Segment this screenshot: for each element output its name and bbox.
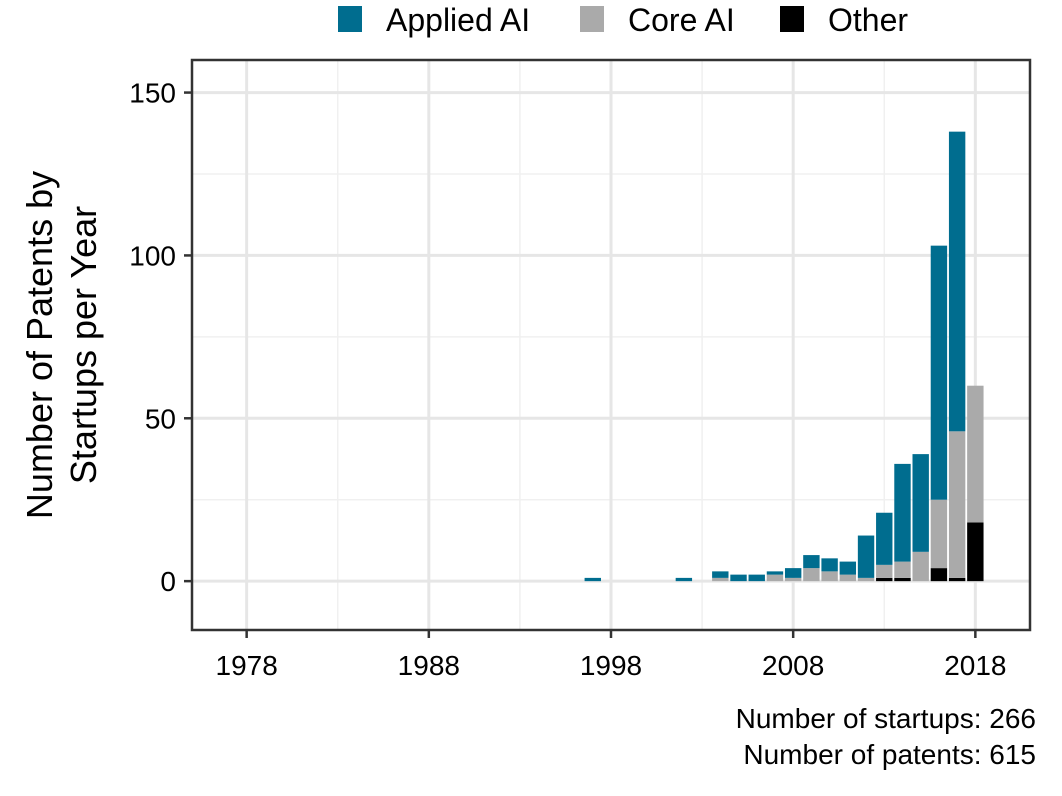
bar-applied-ai-2004 [712, 571, 728, 578]
legend-label-core-ai: Core AI [628, 2, 735, 38]
bar-core-ai-2010 [821, 571, 837, 581]
bar-core-ai-2004 [712, 578, 728, 581]
legend-label-applied-ai: Applied AI [386, 2, 530, 38]
x-tick-label: 2008 [762, 650, 824, 681]
legend-label-other: Other [828, 2, 908, 38]
bar-core-ai-2016 [931, 500, 947, 568]
legend-key-other [780, 6, 804, 32]
bar-applied-ai-1997 [585, 578, 601, 581]
bar-core-ai-2017 [949, 431, 965, 578]
bar-applied-ai-2017 [949, 132, 965, 432]
bar-applied-ai-2011 [840, 562, 856, 575]
bar-applied-ai-2010 [821, 558, 837, 571]
bar-applied-ai-2005 [730, 575, 746, 582]
bar-applied-ai-2002 [676, 578, 692, 581]
y-tick-label: 0 [160, 566, 176, 597]
bar-core-ai-2014 [894, 562, 910, 578]
bar-core-ai-2018 [967, 386, 983, 523]
legend-key-applied-ai [338, 6, 362, 32]
bar-other-2017 [949, 578, 965, 581]
caption-line: Number of patents: 615 [743, 739, 1036, 770]
x-axis: 1978 1988 1998 2008 2018 [216, 630, 1007, 681]
y-tick-label: 150 [129, 78, 176, 109]
bar-applied-ai-2015 [912, 454, 928, 552]
caption-line: Number of startups: 266 [736, 703, 1036, 734]
bar-core-ai-2008 [785, 578, 801, 581]
x-tick-label: 2018 [944, 650, 1006, 681]
y-axis-title-line: Number of Patents by [19, 171, 60, 519]
y-tick-label: 50 [145, 403, 176, 434]
bar-applied-ai-2008 [785, 568, 801, 578]
x-tick-label: 1988 [398, 650, 460, 681]
bar-core-ai-2011 [840, 575, 856, 582]
caption: Number of startups: 266 Number of patents… [736, 703, 1036, 770]
x-tick-label: 1998 [580, 650, 642, 681]
bar-other-2014 [894, 578, 910, 581]
legend: Applied AI Core AI Other [338, 2, 908, 38]
y-axis-title-line: Startups per Year [63, 206, 104, 484]
bar-applied-ai-2014 [894, 464, 910, 562]
bar-core-ai-2015 [912, 552, 928, 581]
bar-applied-ai-2016 [931, 246, 947, 500]
bar-other-2016 [931, 568, 947, 581]
bar-core-ai-2012 [858, 578, 874, 581]
bar-core-ai-2007 [767, 575, 783, 582]
bar-applied-ai-2009 [803, 555, 819, 568]
bar-other-2013 [876, 578, 892, 581]
bar-core-ai-2013 [876, 565, 892, 578]
legend-key-core-ai [580, 6, 604, 32]
y-axis-title: Number of Patents byStartups per Year [19, 171, 104, 519]
bar-applied-ai-2012 [858, 536, 874, 578]
bar-core-ai-2009 [803, 568, 819, 581]
bar-applied-ai-2006 [749, 575, 765, 582]
bar-other-2018 [967, 523, 983, 582]
x-tick-label: 1978 [216, 650, 278, 681]
bar-applied-ai-2013 [876, 513, 892, 565]
y-tick-label: 100 [129, 240, 176, 271]
y-axis: 0 50 100 150 [129, 78, 192, 598]
bar-applied-ai-2007 [767, 571, 783, 574]
